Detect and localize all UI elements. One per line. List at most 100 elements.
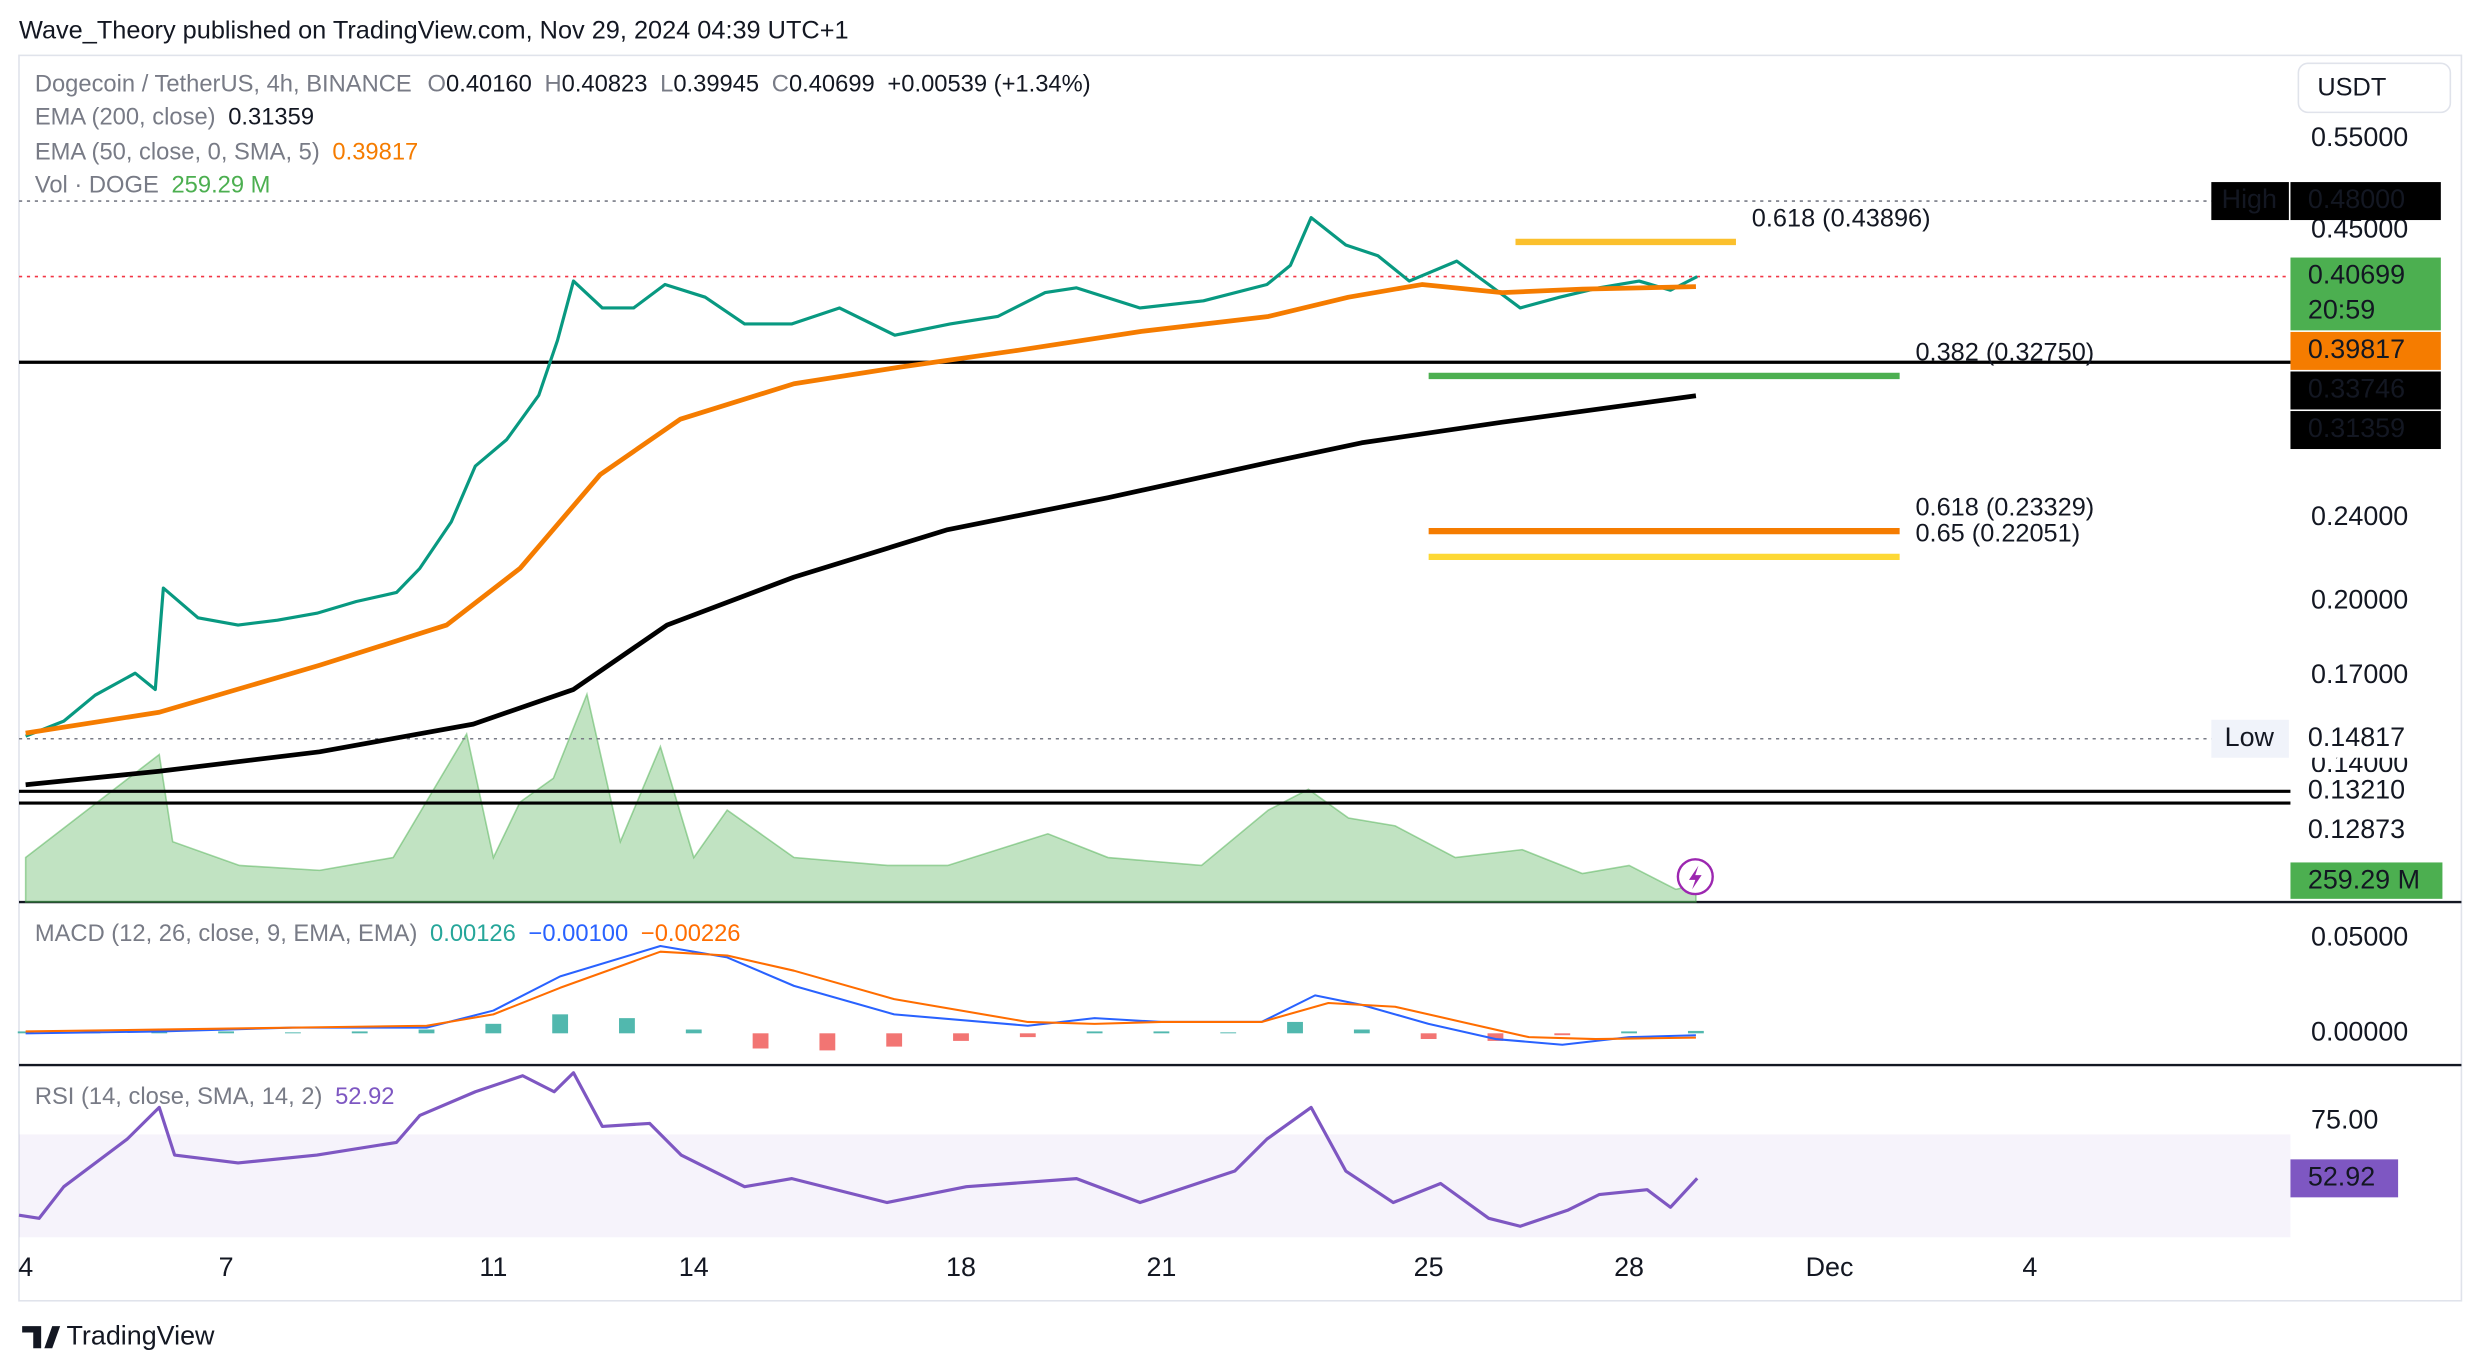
symbol: Dogecoin / TetherUS, 4h, BINANCE <box>35 72 412 98</box>
date-tick: 25 <box>1414 1252 1444 1282</box>
price-label: 0.48000 <box>2308 184 2405 214</box>
price-label: 0.12873 <box>2308 814 2405 844</box>
price-label-box <box>2290 411 2441 450</box>
macd-bar <box>953 1033 969 1041</box>
macd-bar <box>619 1018 635 1034</box>
macd-bar <box>284 1032 301 1034</box>
macd-bar <box>552 1014 569 1034</box>
fib-label: 0.382 (0.32750) <box>1915 338 2094 366</box>
ohlc-value: 0.40823 <box>562 72 648 98</box>
date-tick: 28 <box>1614 1252 1644 1282</box>
date-tick: 21 <box>1146 1252 1176 1282</box>
name: EMA (50, close, 0, SMA, 5) <box>35 140 320 166</box>
macd-tick: 0.05000 <box>2311 922 2408 952</box>
ema-line <box>25 282 1696 736</box>
symbol-legend: Dogecoin / TetherUS, 4h, BINANCE O0.40160… <box>35 72 1091 98</box>
date-tick: 14 <box>679 1252 709 1282</box>
price-label: 0.31359 <box>2308 413 2405 443</box>
macd-bar <box>418 1029 435 1034</box>
tag-box <box>2211 182 2289 221</box>
volume-area <box>24 691 1697 903</box>
date-tick: 11 <box>479 1252 507 1282</box>
date-tick: 18 <box>946 1252 976 1282</box>
ohlc-key: C <box>772 72 789 98</box>
macd-bar <box>1353 1029 1370 1034</box>
tag: High <box>2222 184 2277 214</box>
macd-bar <box>1621 1031 1637 1034</box>
macd-bar <box>1220 1032 1237 1034</box>
price-label-box <box>2290 371 2441 410</box>
value: 259.29 M <box>171 173 270 199</box>
price-label: 0.13210 <box>2308 774 2405 804</box>
value: 52.92 <box>335 1085 394 1111</box>
macd-legend: MACD (12, 26, close, 9, EMA, EMA) 0.00126… <box>35 922 741 948</box>
macd-bar <box>1687 1030 1704 1034</box>
ema50-legend: EMA (50, close, 0, SMA, 5) 0.39817 <box>35 140 418 166</box>
currency-button[interactable] <box>2297 62 2452 114</box>
change: +0.00539 (+1.34%) <box>887 72 1090 98</box>
tag: Low <box>2225 722 2275 752</box>
price-label: 0.39817 <box>2308 334 2405 364</box>
macd-bar <box>1086 1031 1103 1034</box>
price-label-box <box>2290 331 2441 370</box>
macd-bar <box>485 1023 502 1034</box>
macd-bar <box>886 1033 903 1047</box>
macd-bar <box>685 1029 702 1034</box>
macd-bar <box>1153 1031 1170 1034</box>
price-tick: 0.20000 <box>2311 585 2408 615</box>
fib-label: 0.65 (0.22051) <box>1915 519 2080 547</box>
value: −0.00226 <box>641 922 741 948</box>
macd-bar <box>1487 1033 1504 1041</box>
tag-box <box>2211 719 2289 758</box>
macd-bar <box>819 1033 836 1051</box>
ema200-legend: EMA (200, close) 0.31359 <box>35 105 314 131</box>
value: −0.00100 <box>529 922 629 948</box>
fib-label: 0.618 (0.23329) <box>1915 494 2094 522</box>
date-tick: 7 <box>219 1252 234 1282</box>
macd-bar <box>218 1031 235 1034</box>
brand-logo <box>22 1326 61 1349</box>
price-label-box <box>2290 811 2441 850</box>
volume-label: 259.29 M <box>2308 865 2420 895</box>
ema-line <box>25 393 1697 788</box>
name: MACD (12, 26, close, 9, EMA, EMA) <box>35 922 418 948</box>
chart-frame <box>18 54 2463 1302</box>
name: EMA (200, close) <box>35 105 216 131</box>
macd-bar <box>351 1031 368 1034</box>
macd-bar <box>1287 1021 1303 1034</box>
value: 0.31359 <box>228 105 314 131</box>
signal-line <box>25 950 1696 1041</box>
rsi-label: 52.92 <box>2308 1161 2375 1191</box>
countdown: 20:59 <box>2308 294 2375 324</box>
volume-label-box <box>2290 862 2443 899</box>
currency[interactable]: USDT <box>2317 73 2386 101</box>
rsi-band <box>18 1134 2291 1238</box>
value: 0.00126 <box>430 922 516 948</box>
macd-bar <box>752 1033 769 1049</box>
price-label: 0.33746 <box>2308 374 2405 404</box>
volume-legend: Vol · DOGE 259.29 M <box>35 173 271 199</box>
publish-header: Wave_Theory published on TradingView.com… <box>19 16 849 44</box>
macd-bar <box>1554 1033 1571 1036</box>
price-label-box <box>2290 257 2441 331</box>
value: 0.39817 <box>332 140 418 166</box>
price-label-box <box>2290 772 2441 811</box>
price-tick: 0.55000 <box>2311 122 2408 152</box>
brand: TradingView <box>66 1320 215 1350</box>
name: RSI (14, close, SMA, 14, 2) <box>35 1085 323 1111</box>
plot: 0.618 (0.43896) 0.382 (0.32750) 0.618 (0.2… <box>17 200 2291 1238</box>
logo-mark <box>22 1326 61 1349</box>
rsi-tick: 75.00 <box>2311 1105 2378 1135</box>
price-axis: 0.05000 0.00000 75.00 52.92 4 7 11 14 18 21 25 28 De… <box>18 122 2443 1282</box>
price-label-box <box>2290 182 2441 221</box>
ohlc-value: 0.40699 <box>789 72 875 98</box>
rsi-legend: RSI (14, close, SMA, 14, 2) 52.92 <box>35 1085 395 1111</box>
price-label-box <box>2290 719 2441 758</box>
name: Vol · DOGE <box>35 173 159 199</box>
fib-label: 0.618 (0.43896) <box>1752 204 1931 232</box>
date-tick: Dec <box>1806 1252 1854 1282</box>
macd-tick: 0.00000 <box>2311 1016 2408 1046</box>
price-label: 0.40699 <box>2308 260 2405 290</box>
